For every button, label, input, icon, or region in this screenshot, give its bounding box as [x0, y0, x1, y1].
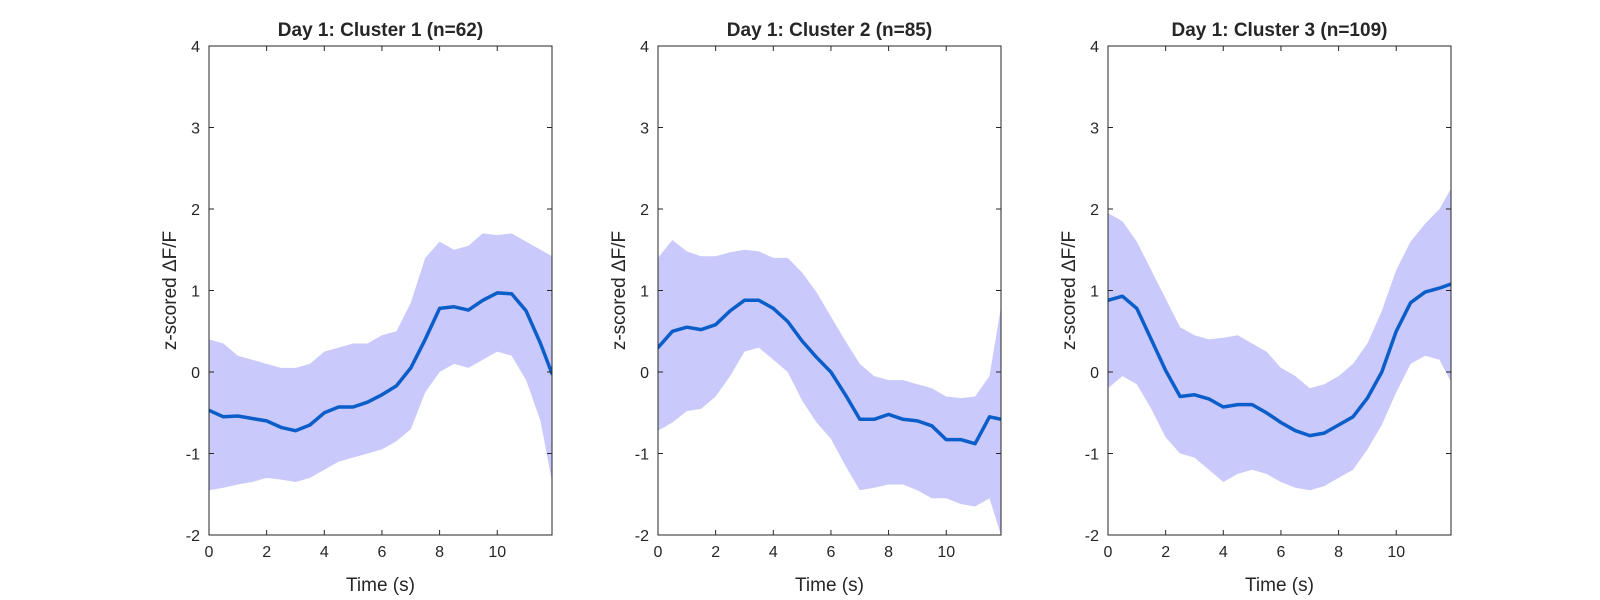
mean-trace [209, 291, 552, 433]
mean-trace [658, 298, 1001, 446]
y-tick-label: -1 [186, 447, 200, 464]
chart-title: Day 1: Cluster 2 (n=85) [727, 20, 932, 41]
y-tick-label: 4 [640, 39, 649, 56]
tick-layer: -2 -1 0 1 2 3 4 0 2 4 6 8 10 [186, 39, 552, 561]
x-tick-label: 2 [262, 544, 271, 561]
panel-cluster-3: -2 -1 0 1 2 3 4 0 2 4 6 8 10 Day 1: Cluster 3 (n=109… [1059, 20, 1452, 596]
chart-title: Day 1: Cluster 1 (n=62) [278, 20, 483, 41]
y-tick-label: 3 [1090, 121, 1099, 138]
x-tick-label: 2 [711, 544, 720, 561]
y-tick-label: -2 [186, 528, 200, 545]
plot-layer [658, 240, 1001, 535]
y-tick-label: -1 [1085, 447, 1099, 464]
x-axis-label: Time (s) [1245, 575, 1314, 596]
y-tick-label: 4 [1090, 39, 1099, 56]
panel-cluster-1: -2 -1 0 1 2 3 4 0 2 4 6 8 10 Day 1: Cluster 1 (n=62)… [160, 20, 553, 596]
tick-layer: -2 -1 0 1 2 3 4 0 2 4 6 8 10 [1085, 39, 1451, 561]
y-tick-label: 3 [640, 121, 649, 138]
y-axis-label: z-scored ΔF/F [160, 231, 181, 350]
plot-layer [209, 233, 552, 491]
x-tick-label: 10 [1387, 544, 1405, 561]
chart-title: Day 1: Cluster 3 (n=109) [1172, 20, 1388, 41]
x-tick-label: 4 [769, 544, 778, 561]
y-tick-label: 2 [191, 202, 200, 219]
y-tick-label: 1 [640, 284, 649, 301]
x-tick-label: 10 [937, 544, 955, 561]
x-tick-label: 0 [654, 544, 663, 561]
x-tick-label: 8 [435, 544, 444, 561]
y-tick-label: -2 [635, 528, 649, 545]
x-tick-label: 8 [1334, 544, 1343, 561]
y-axis-label: z-scored ΔF/F [609, 231, 630, 350]
x-tick-label: 4 [320, 544, 329, 561]
y-tick-label: 2 [640, 202, 649, 219]
mean-trace [1108, 282, 1451, 438]
y-tick-label: -1 [635, 447, 649, 464]
y-tick-label: -2 [1085, 528, 1099, 545]
y-tick-label: 4 [191, 39, 200, 56]
y-tick-label: 3 [191, 121, 200, 138]
error-band [658, 240, 1001, 535]
x-tick-label: 6 [377, 544, 386, 561]
y-tick-label: 0 [640, 365, 649, 382]
x-axis-label: Time (s) [346, 575, 415, 596]
plot-layer [1108, 188, 1451, 491]
x-tick-label: 6 [1276, 544, 1285, 561]
y-tick-label: 0 [1090, 365, 1099, 382]
error-band [1108, 188, 1451, 491]
y-tick-label: 1 [1090, 284, 1099, 301]
x-tick-label: 4 [1219, 544, 1228, 561]
x-tick-label: 2 [1161, 544, 1170, 561]
x-tick-label: 10 [488, 544, 506, 561]
y-tick-label: 0 [191, 365, 200, 382]
x-tick-label: 0 [1104, 544, 1113, 561]
x-tick-label: 8 [884, 544, 893, 561]
panel-cluster-2: -2 -1 0 1 2 3 4 0 2 4 6 8 10 Day 1: Cluster 2 (n=85)… [609, 20, 1002, 596]
y-tick-label: 2 [1090, 202, 1099, 219]
y-axis-label: z-scored ΔF/F [1059, 231, 1080, 350]
x-axis-label: Time (s) [795, 575, 864, 596]
y-tick-label: 1 [191, 284, 200, 301]
x-tick-label: 6 [826, 544, 835, 561]
x-tick-label: 0 [205, 544, 214, 561]
tick-layer: -2 -1 0 1 2 3 4 0 2 4 6 8 10 [635, 39, 1001, 561]
error-band [209, 233, 552, 491]
